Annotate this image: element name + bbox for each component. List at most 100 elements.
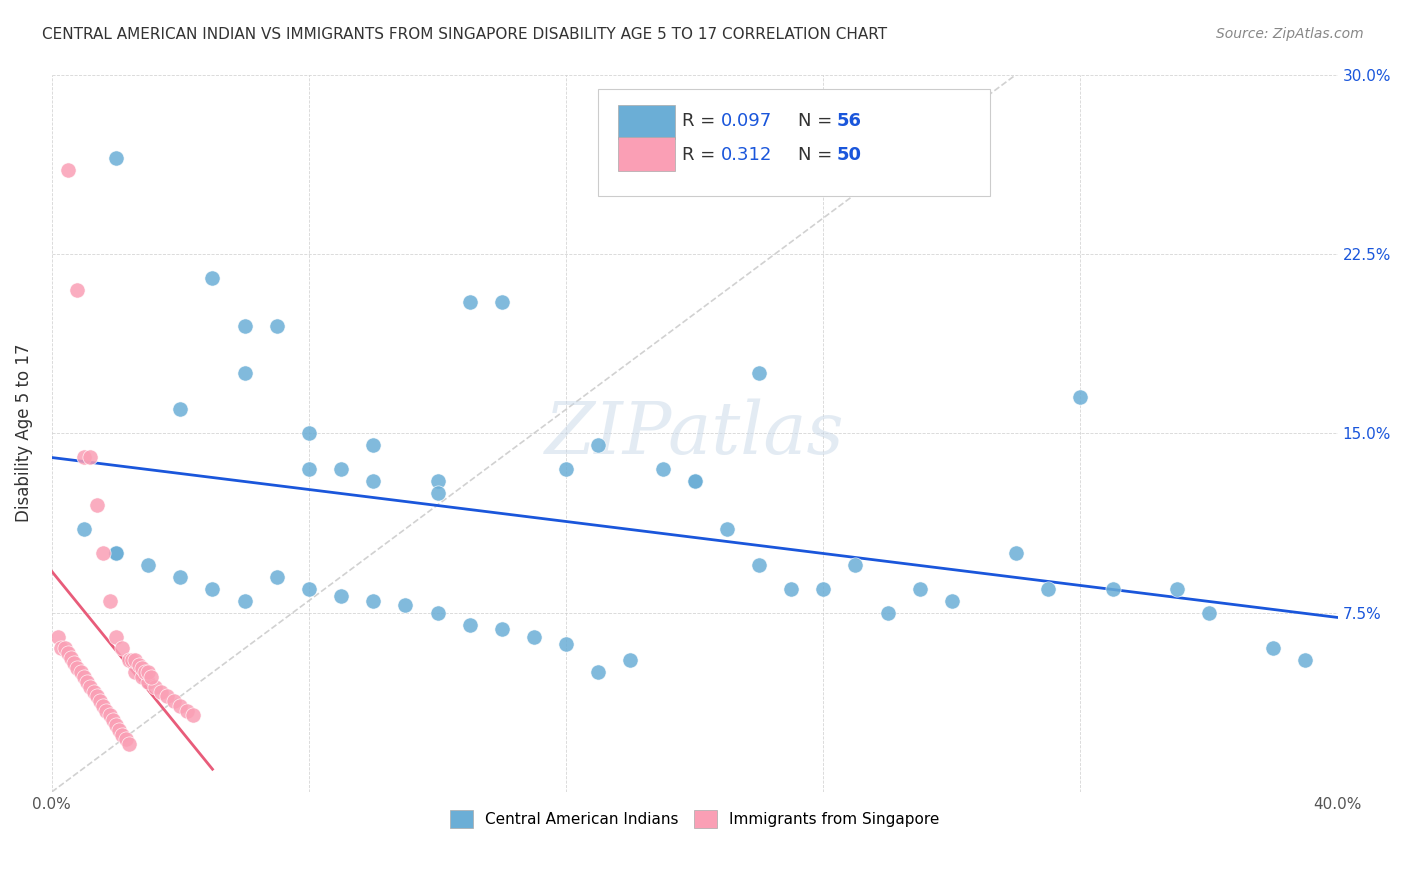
Point bbox=[361, 438, 384, 452]
Point bbox=[1295, 653, 1317, 667]
Point bbox=[266, 570, 288, 584]
Point bbox=[118, 737, 141, 751]
Point bbox=[105, 151, 128, 165]
Point bbox=[330, 462, 353, 476]
Text: CENTRAL AMERICAN INDIAN VS IMMIGRANTS FROM SINGAPORE DISABILITY AGE 5 TO 17 CORR: CENTRAL AMERICAN INDIAN VS IMMIGRANTS FR… bbox=[42, 27, 887, 42]
Point bbox=[105, 630, 128, 644]
Point bbox=[51, 641, 73, 656]
Point bbox=[233, 318, 256, 333]
Point bbox=[298, 426, 321, 441]
Point bbox=[89, 694, 111, 708]
Point bbox=[361, 593, 384, 607]
Point bbox=[586, 438, 609, 452]
Text: 0.097: 0.097 bbox=[720, 112, 772, 130]
Point bbox=[86, 690, 108, 704]
Point bbox=[136, 558, 159, 572]
Point bbox=[876, 606, 898, 620]
Point bbox=[83, 684, 105, 698]
Point bbox=[169, 698, 191, 713]
Point bbox=[458, 294, 481, 309]
Point bbox=[426, 606, 449, 620]
Point bbox=[73, 522, 96, 536]
Point bbox=[118, 653, 141, 667]
Point bbox=[1198, 606, 1220, 620]
Point bbox=[1005, 546, 1028, 560]
Point bbox=[128, 658, 150, 673]
Point bbox=[491, 294, 513, 309]
Text: 0.312: 0.312 bbox=[720, 146, 772, 164]
Point bbox=[108, 723, 131, 737]
Legend: Central American Indians, Immigrants from Singapore: Central American Indians, Immigrants fro… bbox=[444, 804, 945, 835]
Point bbox=[748, 558, 770, 572]
Point bbox=[780, 582, 803, 596]
Point bbox=[121, 653, 143, 667]
Point bbox=[136, 675, 159, 690]
Point bbox=[66, 660, 89, 674]
Point bbox=[96, 704, 118, 718]
Text: 56: 56 bbox=[837, 112, 860, 130]
Point bbox=[361, 474, 384, 488]
Point bbox=[619, 653, 641, 667]
Point bbox=[298, 462, 321, 476]
Point bbox=[169, 402, 191, 417]
Point bbox=[233, 593, 256, 607]
Point bbox=[69, 665, 91, 680]
Y-axis label: Disability Age 5 to 17: Disability Age 5 to 17 bbox=[15, 344, 32, 523]
Point bbox=[201, 270, 224, 285]
FancyBboxPatch shape bbox=[617, 137, 675, 171]
Text: R =: R = bbox=[682, 146, 721, 164]
Text: Source: ZipAtlas.com: Source: ZipAtlas.com bbox=[1216, 27, 1364, 41]
Point bbox=[426, 486, 449, 500]
Point bbox=[201, 582, 224, 596]
Point bbox=[298, 582, 321, 596]
Text: R =: R = bbox=[682, 112, 721, 130]
Point bbox=[73, 670, 96, 684]
Point bbox=[76, 675, 98, 690]
Point bbox=[394, 599, 416, 613]
Point bbox=[941, 593, 963, 607]
Point bbox=[79, 680, 101, 694]
Point bbox=[105, 546, 128, 560]
Point bbox=[79, 450, 101, 465]
Text: N =: N = bbox=[797, 112, 838, 130]
Point bbox=[131, 670, 153, 684]
Point bbox=[555, 462, 578, 476]
Point bbox=[233, 367, 256, 381]
Point bbox=[114, 732, 136, 747]
Point bbox=[86, 498, 108, 512]
Point bbox=[156, 690, 179, 704]
Point bbox=[266, 318, 288, 333]
Point bbox=[1101, 582, 1123, 596]
Point bbox=[181, 708, 204, 723]
Point bbox=[813, 582, 835, 596]
Text: N =: N = bbox=[797, 146, 838, 164]
Point bbox=[458, 617, 481, 632]
Point bbox=[63, 656, 86, 670]
Point bbox=[56, 163, 79, 178]
Point bbox=[1166, 582, 1188, 596]
Point bbox=[1038, 582, 1060, 596]
Point bbox=[169, 570, 191, 584]
Point bbox=[136, 665, 159, 680]
Point bbox=[98, 708, 121, 723]
Point bbox=[683, 474, 706, 488]
Point bbox=[53, 641, 76, 656]
Point bbox=[150, 684, 173, 698]
Point bbox=[105, 718, 128, 732]
Point bbox=[91, 546, 114, 560]
Text: ZIPatlas: ZIPatlas bbox=[546, 398, 845, 468]
Point bbox=[651, 462, 673, 476]
Point bbox=[1263, 641, 1285, 656]
Text: 50: 50 bbox=[837, 146, 860, 164]
Point bbox=[124, 665, 146, 680]
Point bbox=[683, 474, 706, 488]
Point bbox=[46, 630, 69, 644]
Point bbox=[586, 665, 609, 680]
Point bbox=[1069, 390, 1091, 404]
Point bbox=[111, 728, 134, 742]
FancyBboxPatch shape bbox=[617, 104, 675, 139]
Point bbox=[426, 474, 449, 488]
Point bbox=[56, 646, 79, 660]
Point bbox=[111, 641, 134, 656]
Point bbox=[134, 665, 156, 680]
